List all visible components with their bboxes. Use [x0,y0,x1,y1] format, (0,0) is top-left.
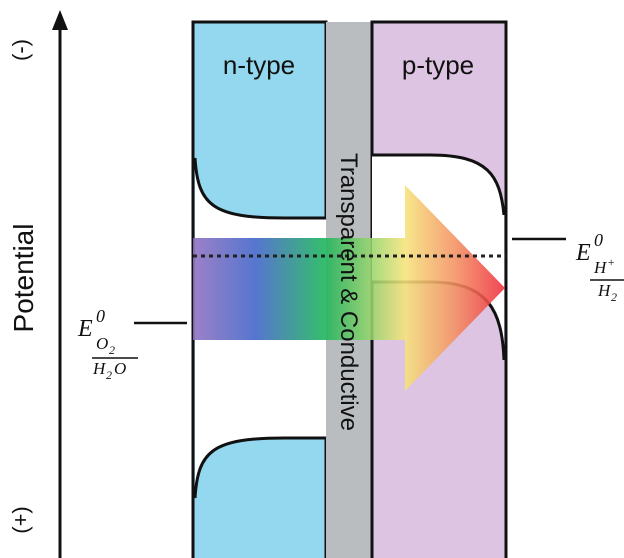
light-arrow [193,185,505,391]
n-type-label: n-type [223,50,295,80]
svg-text:O: O [114,359,126,378]
svg-text:+: + [607,255,615,269]
conductive-layer-label: Transparent & Conductive [335,153,362,431]
n-type-valence-band [193,436,326,499]
p-type-label: p-type [402,50,474,80]
potential-axis-label: Potential [8,224,39,333]
svg-text:O: O [96,334,108,353]
p-type-conduction-band [372,153,506,216]
potential-axis-arrowhead [52,10,68,30]
svg-text:0: 0 [594,230,603,250]
hydrogen-potential-label: E 0 H + H 2 [575,230,624,304]
svg-text:H: H [92,359,107,378]
positive-symbol: (+) [8,506,33,534]
oxygen-potential-label: E 0 O 2 H 2 O [77,306,138,382]
negative-symbol: (-) [8,39,33,61]
svg-text:E: E [575,240,591,266]
svg-text:H: H [593,258,608,277]
svg-text:E: E [77,316,93,342]
svg-text:2: 2 [106,368,112,382]
svg-text:H: H [597,281,612,300]
svg-text:2: 2 [611,290,617,304]
svg-text:0: 0 [96,306,105,326]
svg-text:2: 2 [109,343,115,357]
n-type-conduction-band [193,157,326,220]
